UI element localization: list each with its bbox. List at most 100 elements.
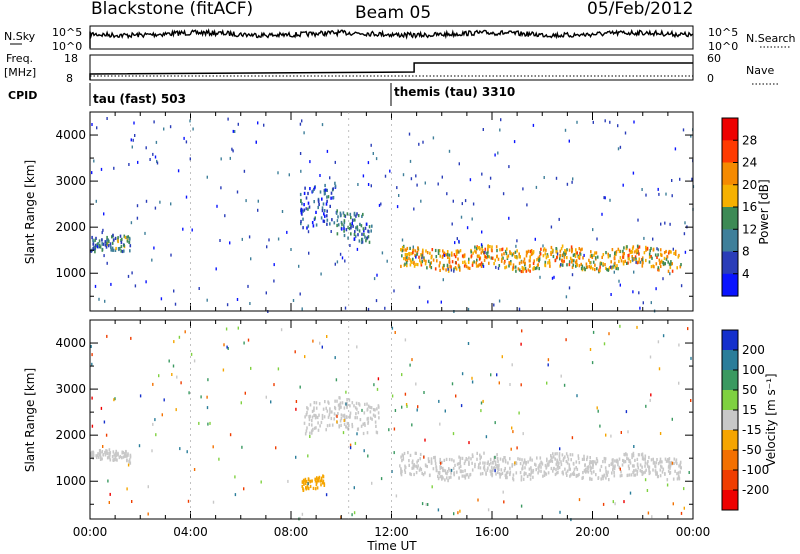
velocity-cell bbox=[407, 451, 409, 455]
velocity-cell bbox=[611, 462, 613, 466]
velocity-cell bbox=[320, 476, 323, 480]
velocity-cell bbox=[612, 464, 614, 468]
velocity-cell bbox=[356, 345, 358, 349]
power-cell bbox=[404, 253, 407, 257]
power-ytick-label: 3000 bbox=[55, 174, 86, 188]
velocity-cell bbox=[555, 471, 558, 475]
velocity-cell bbox=[412, 464, 414, 468]
power-cell bbox=[638, 257, 641, 261]
power-cell bbox=[481, 172, 483, 176]
velocity-cell bbox=[393, 427, 396, 431]
velocity-cell bbox=[96, 455, 98, 460]
power-cell bbox=[573, 253, 576, 257]
power-cell bbox=[431, 248, 434, 252]
power-cell bbox=[103, 254, 105, 258]
velocity-cell bbox=[313, 406, 315, 410]
velocity-cell bbox=[592, 330, 595, 334]
power-cell bbox=[571, 258, 573, 262]
velocity-cell bbox=[349, 446, 352, 450]
velocity-cell bbox=[520, 478, 523, 482]
power-cell bbox=[559, 257, 561, 261]
velocity-cell bbox=[367, 454, 369, 458]
power-cell bbox=[539, 252, 542, 256]
velocity-cell bbox=[403, 451, 406, 456]
power-cell bbox=[406, 253, 409, 257]
power-cell bbox=[365, 222, 368, 226]
velocity-cell bbox=[225, 327, 228, 331]
velocity-cell bbox=[469, 473, 471, 477]
power-cell bbox=[290, 248, 292, 251]
velocity-cell bbox=[320, 420, 323, 425]
nsky-tick-top: 10^5 bbox=[52, 26, 82, 39]
power-cell bbox=[370, 229, 372, 233]
velocity-cell bbox=[488, 463, 491, 467]
velocity-cell bbox=[507, 470, 509, 474]
power-cell bbox=[486, 256, 488, 260]
power-cell bbox=[538, 258, 540, 262]
velocity-cell bbox=[371, 417, 373, 421]
power-cell bbox=[409, 263, 412, 267]
velocity-cell bbox=[560, 374, 562, 378]
velocity-cell bbox=[464, 459, 467, 463]
power-cell bbox=[129, 244, 132, 248]
power-cell bbox=[547, 261, 549, 265]
power-cell bbox=[406, 258, 409, 262]
power-cell bbox=[478, 257, 481, 261]
power-cell bbox=[381, 251, 384, 255]
power-cell bbox=[501, 257, 503, 261]
power-cell bbox=[560, 263, 562, 267]
velocity-cell bbox=[305, 487, 308, 491]
power-cell bbox=[571, 273, 574, 277]
velocity-scatter bbox=[90, 324, 692, 522]
velocity-cell bbox=[345, 390, 347, 394]
velocity-cell bbox=[523, 458, 526, 462]
power-cell bbox=[550, 245, 553, 250]
power-cell bbox=[94, 247, 96, 251]
power-cell bbox=[114, 236, 117, 240]
power-cell bbox=[441, 255, 444, 259]
power-cell bbox=[457, 264, 460, 268]
velocity-cell bbox=[582, 475, 584, 480]
power-cell bbox=[508, 261, 510, 265]
power-cell bbox=[104, 299, 106, 303]
velocity-cell bbox=[361, 408, 363, 412]
velocity-cell bbox=[443, 458, 446, 462]
power-cell bbox=[627, 257, 630, 261]
power-colorbar-swatch bbox=[722, 207, 738, 230]
power-cell bbox=[96, 243, 98, 247]
power-cell bbox=[489, 176, 492, 180]
velocity-cell bbox=[430, 459, 433, 464]
velocity-cell bbox=[458, 466, 461, 470]
velocity-cell bbox=[108, 501, 110, 504]
velocity-cell bbox=[467, 475, 470, 479]
velocity-cell bbox=[494, 469, 496, 473]
velocity-ytick-label: 1000 bbox=[55, 474, 86, 488]
power-cell bbox=[442, 267, 445, 271]
velocity-cell bbox=[591, 460, 593, 464]
power-cell bbox=[206, 298, 208, 302]
power-cell bbox=[445, 268, 447, 272]
power-cell bbox=[439, 261, 441, 265]
velocity-cell bbox=[544, 463, 547, 468]
power-cell bbox=[120, 240, 123, 244]
velocity-cell bbox=[679, 470, 681, 474]
velocity-cell bbox=[477, 498, 479, 502]
power-cell bbox=[545, 248, 547, 252]
velocity-cell bbox=[99, 449, 101, 453]
velocity-cell bbox=[308, 422, 311, 427]
velocity-cell bbox=[109, 453, 111, 457]
velocity-cell bbox=[673, 461, 675, 465]
velocity-cell bbox=[151, 449, 153, 453]
power-cell bbox=[185, 195, 188, 199]
velocity-cell bbox=[636, 472, 638, 476]
velocity-cell bbox=[588, 462, 591, 466]
power-cell bbox=[350, 216, 352, 220]
power-cell bbox=[426, 266, 428, 270]
power-cell bbox=[588, 258, 590, 262]
velocity-cell bbox=[416, 460, 418, 464]
power-cell bbox=[516, 239, 518, 243]
velocity-cell bbox=[520, 342, 522, 346]
nsky-tick-bottom: 10^0 bbox=[52, 40, 82, 53]
velocity-cell bbox=[532, 468, 535, 473]
power-cell bbox=[354, 234, 357, 238]
